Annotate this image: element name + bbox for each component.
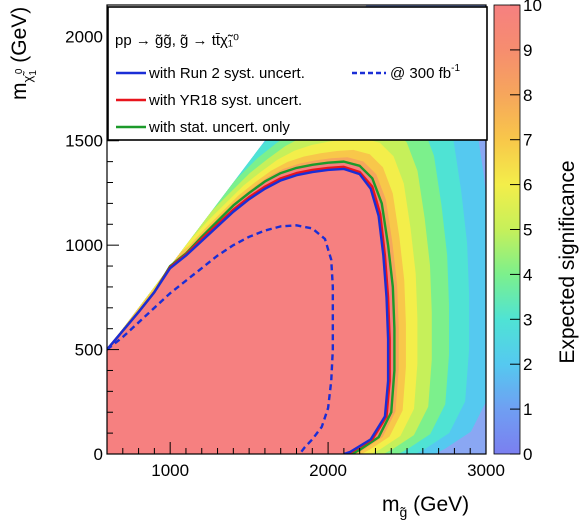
z-tick-label: 1	[523, 400, 532, 419]
legend-label: with stat. uncert. only	[148, 119, 290, 136]
x-tick-label: 2000	[309, 461, 347, 480]
legend-header: pp → g̃g̃, g̃ → tt̄χ̃₁⁰	[115, 32, 239, 49]
colorbar: 0 1 2 3 4 5 6 7 8 9 10	[493, 0, 542, 464]
y-tick-label: 1500	[65, 132, 103, 151]
legend-label: @ 300 fb-1	[390, 63, 460, 82]
legend-label-sup: -1	[451, 63, 460, 74]
legend-label: with YR18 syst. uncert.	[148, 92, 302, 109]
z-tick-label: 8	[523, 86, 532, 105]
x-tick-label: 1000	[151, 461, 189, 480]
z-tick-label: 0	[523, 445, 532, 464]
y-tick-label: 2000	[65, 27, 103, 46]
z-tick-label: 10	[523, 0, 542, 15]
z-tick-label: 7	[523, 131, 532, 150]
y-tick-label: 1000	[65, 236, 103, 255]
x-axis: 1000 2000 3000	[122, 442, 505, 480]
legend: pp → g̃g̃, g̃ → tt̄χ̃₁⁰ with Run 2 syst.…	[107, 6, 488, 141]
contour-line	[107, 167, 390, 454]
z-tick-label: 2	[523, 355, 532, 374]
z-tick-label: 5	[523, 221, 532, 240]
y-axis-title: mχ̃10 (GeV)	[8, 7, 39, 100]
heatmap-band	[107, 161, 395, 454]
z-tick-label: 6	[523, 176, 532, 195]
y-axis: 0 500 1000 1500 2000	[65, 14, 119, 464]
z-tick-label: 3	[523, 310, 532, 329]
y-tick-label: 0	[94, 445, 103, 464]
x-axis-title: mg̃ (GeV)	[382, 493, 469, 520]
z-axis-title: Expected significance	[556, 160, 579, 363]
x-tick-label: 3000	[467, 461, 505, 480]
z-tick-label: 9	[523, 41, 532, 60]
z-tick-label: 4	[523, 265, 532, 284]
y-tick-label: 500	[75, 341, 103, 360]
legend-label: with Run 2 syst. uncert.	[148, 65, 305, 82]
contours	[107, 160, 396, 454]
contour-line	[107, 224, 335, 454]
legend-box	[107, 6, 488, 141]
